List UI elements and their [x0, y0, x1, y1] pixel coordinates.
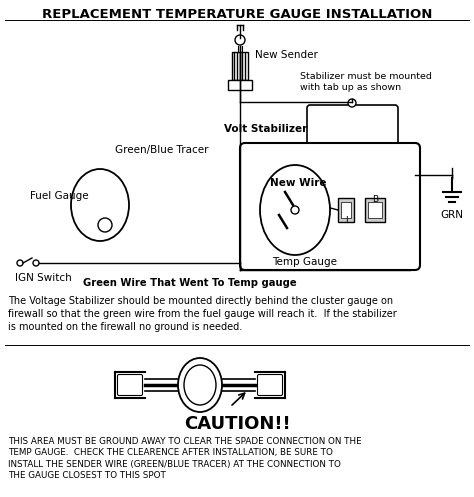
Text: REPLACEMENT TEMPERATURE GAUGE INSTALLATION: REPLACEMENT TEMPERATURE GAUGE INSTALLATI… — [42, 8, 432, 21]
Text: I: I — [345, 216, 347, 225]
Text: IGN Switch: IGN Switch — [15, 273, 72, 283]
Text: Stabilizer must be mounted
with tab up as shown: Stabilizer must be mounted with tab up a… — [300, 72, 432, 92]
FancyBboxPatch shape — [257, 375, 283, 396]
Circle shape — [348, 99, 356, 107]
Bar — [228, 80, 252, 90]
Bar — [232, 52, 248, 80]
FancyBboxPatch shape — [118, 375, 143, 396]
Circle shape — [33, 260, 39, 266]
FancyBboxPatch shape — [307, 105, 398, 153]
Bar — [365, 198, 385, 222]
Ellipse shape — [184, 365, 216, 405]
Circle shape — [17, 260, 23, 266]
Text: Green/Blue Tracer: Green/Blue Tracer — [115, 145, 209, 155]
Text: THIS AREA MUST BE GROUND AWAY TO CLEAR THE SPADE CONNECTION ON THE
TEMP GAUGE.  : THIS AREA MUST BE GROUND AWAY TO CLEAR T… — [8, 437, 362, 480]
Text: New Sender: New Sender — [255, 50, 318, 60]
Text: GRN: GRN — [440, 210, 464, 220]
Ellipse shape — [260, 165, 330, 255]
Text: New Wire: New Wire — [270, 178, 327, 188]
Text: The Voltage Stabilizer should be mounted directly behind the cluster gauge on
fi: The Voltage Stabilizer should be mounted… — [8, 296, 397, 332]
Bar — [338, 198, 354, 222]
Bar — [368, 202, 382, 218]
Circle shape — [235, 35, 245, 45]
Ellipse shape — [71, 169, 129, 241]
Text: B: B — [372, 195, 378, 204]
Text: Temp Gauge: Temp Gauge — [273, 257, 337, 267]
Text: CAUTION!!: CAUTION!! — [184, 415, 290, 433]
FancyBboxPatch shape — [240, 143, 420, 270]
Ellipse shape — [178, 358, 222, 412]
Circle shape — [291, 206, 299, 214]
Text: Volt Stabilizer: Volt Stabilizer — [224, 124, 307, 134]
Bar — [341, 202, 351, 218]
Text: Fuel Gauge: Fuel Gauge — [30, 191, 89, 201]
Text: Green Wire That Went To Temp gauge: Green Wire That Went To Temp gauge — [83, 278, 297, 288]
Circle shape — [98, 218, 112, 232]
